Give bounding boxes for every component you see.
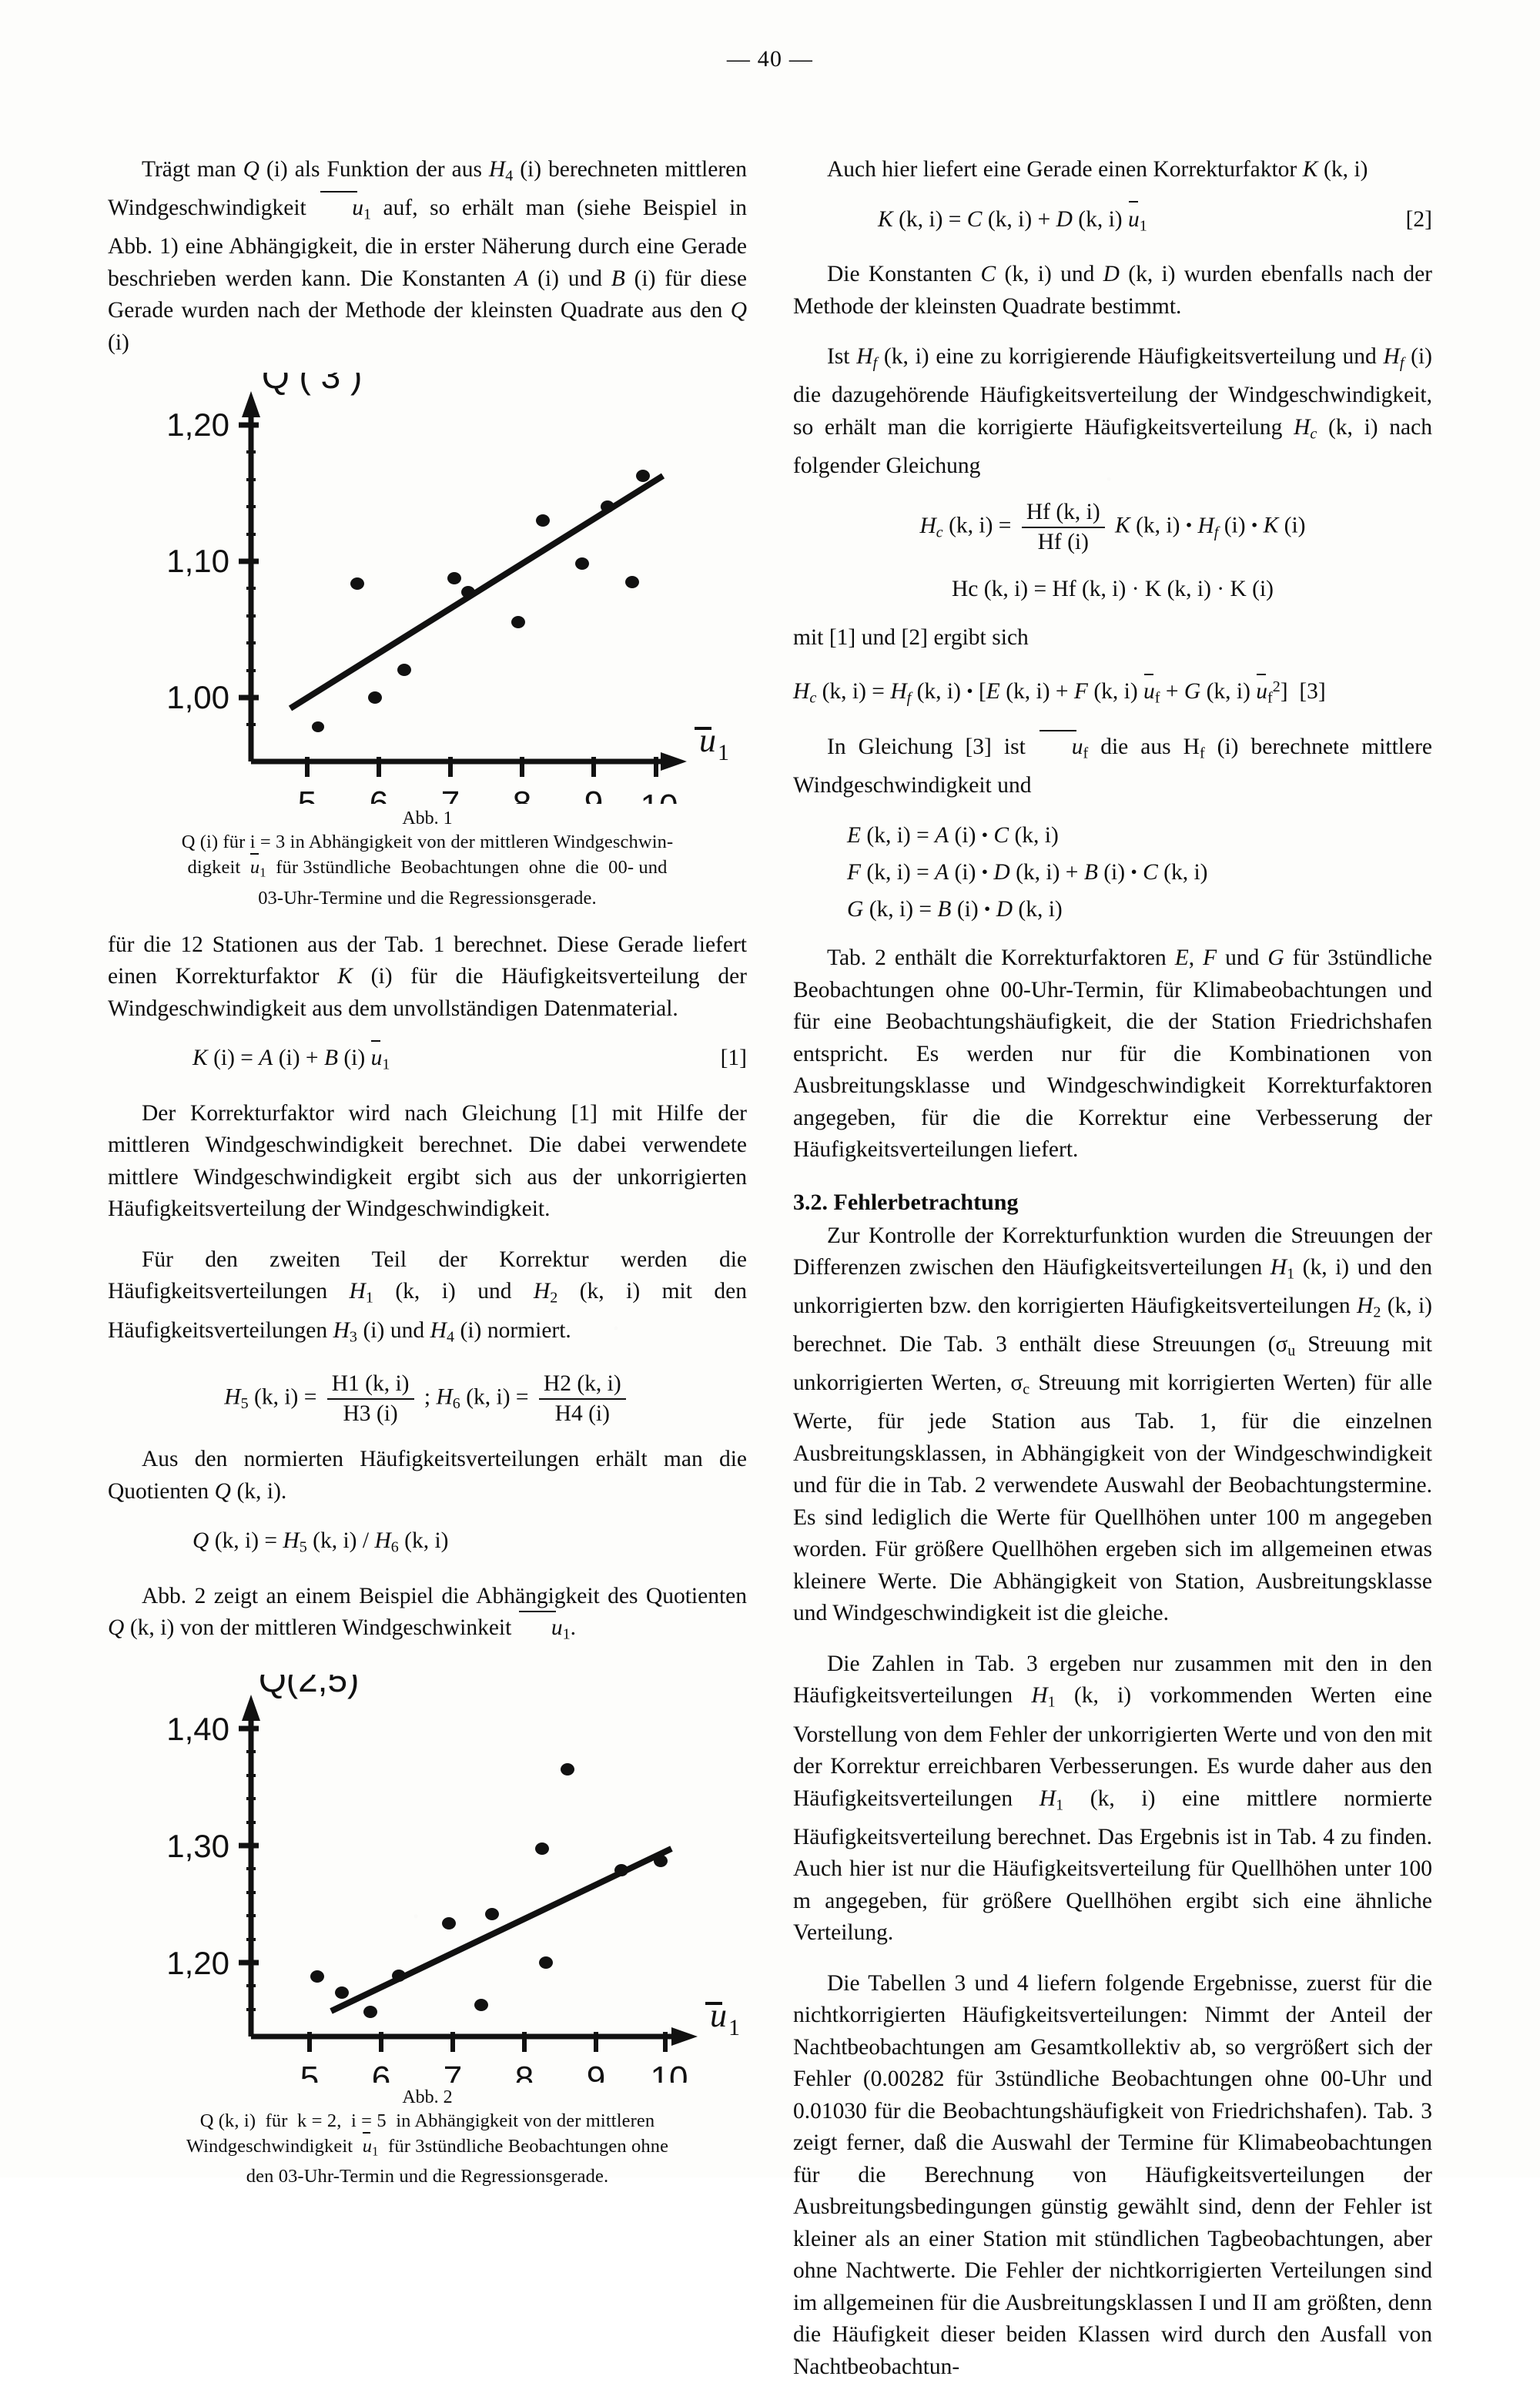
- page-number: — 40 —: [726, 46, 814, 72]
- equation-5: Hc (k, i) = Hf (k, i) Hf (i) K (k, i) • …: [919, 499, 1306, 556]
- figure-1-label: Abb. 1: [402, 808, 453, 829]
- equation-7: Hc (k, i) = Hf (k, i) • [E (k, i) + F (k…: [793, 671, 1432, 715]
- figure-1-caption-line-2: digkeit u1 für 3stündliche Beobachtungen…: [108, 853, 747, 885]
- paragraph-right-4: mit [1] und [2] ergibt sich: [793, 624, 1029, 650]
- figure-2-label: Abb. 2: [402, 2087, 453, 2107]
- f2-xlabel: u: [710, 1996, 727, 2034]
- f1-xtick-8: 8: [513, 785, 531, 804]
- paragraph-left-4: Für den zweiten Teil der Korrektur werde…: [108, 1247, 747, 1346]
- f2-ytick-1-40: 1,40: [166, 1711, 229, 1747]
- equation-1-number: [1]: [720, 1046, 747, 1071]
- section-heading-3-2: 3.2. Fehlerbetrachtung: [793, 1189, 1019, 1215]
- equation-1: K (i) = A (i) + B (i) u1 [1]: [108, 1040, 747, 1081]
- f2-xtick-7: 7: [444, 2060, 462, 2083]
- f2-xtick-10: 10: [651, 2060, 688, 2083]
- right-column: Auch hier liefert eine Gerade einen Korr…: [793, 154, 1432, 2383]
- f1-xtick-5: 5: [298, 785, 316, 804]
- f1-xtick-10: 10: [641, 788, 678, 804]
- paragraph-left-2: für die 12 Stationen aus der Tab. 1 bere…: [108, 932, 747, 1021]
- paragraph-right-8: Die Zahlen in Tab. 3 ergeben nur zusamme…: [793, 1651, 1432, 1946]
- paragraph-left-6: Abb. 2 zeigt an einem Beispiel die Abhän…: [108, 1583, 747, 1644]
- equation-2-fraction-left: H1 (k, i) H3 (i): [326, 1371, 414, 1427]
- figure-2-caption-line-2: Windgeschwindigkeit u1 für 3stündliche B…: [108, 2131, 747, 2164]
- f2-ytick-1-30: 1,30: [166, 1828, 229, 1864]
- equation-7-number: [3]: [1299, 679, 1326, 705]
- f2-ylabel: Q(2,5): [259, 1675, 359, 1699]
- figure-1-caption-line-3: 03-Uhr-Termine und die Regressionsgerade…: [258, 887, 597, 909]
- f1-ylabel: Q ( 3 ): [262, 373, 362, 396]
- f1-xtick-9: 9: [584, 785, 603, 804]
- paragraph-right-9: Die Tabellen 3 und 4 liefern folgende Er…: [793, 1970, 1432, 2379]
- figure-1: 1,20 1,10 1,00 5 6 7 8 9 10 Q ( 3 ) u 1: [108, 373, 747, 911]
- figure-1-caption: Q (i) für i = 3 in Abhängigkeit von der …: [108, 829, 747, 911]
- left-column: Trägt man Q (i) als Funktion der aus H4 …: [108, 154, 747, 2189]
- equation-4: K (k, i) = C (k, i) + D (k, i) u1 [2]: [793, 201, 1432, 243]
- f2-ytick-1-20: 1,20: [166, 1945, 229, 1981]
- f1-xtick-6: 6: [370, 785, 388, 804]
- f1-xlabel-sub: 1: [718, 740, 729, 765]
- f1-xtick-7: 7: [441, 785, 460, 804]
- paragraph-right-3: Ist Hf (k, i) eine zu korrigierende Häuf…: [793, 344, 1432, 478]
- f1-ytick-1-00: 1,00: [166, 679, 229, 715]
- figure-2-caption-line-1: Q (k, i) für k = 2, i = 5 in Abhängigkei…: [199, 2110, 655, 2131]
- equation-6: Hc (k, i) = Hf (k, i) · K (k, i) · K (i): [951, 576, 1274, 601]
- figure-2-caption: Q (k, i) für k = 2, i = 5 in Abhängigkei…: [108, 2108, 747, 2190]
- f1-ytick-1-20: 1,20: [166, 407, 229, 443]
- equation-2: H5 (k, i) = H1 (k, i) H3 (i) ; H6 (k, i)…: [108, 1371, 747, 1427]
- paragraph-left-3: Der Korrekturfaktor wird nach Gleichung …: [108, 1100, 747, 1222]
- equation-8c: G (k, i) = B (i) • D (k, i): [847, 896, 1063, 922]
- f1-xlabel: u: [699, 721, 716, 759]
- paragraph-left-5: Aus den normierten Häufigkeitsverteilung…: [108, 1447, 747, 1504]
- paragraph-right-2: Die Konstanten C (k, i) und D (k, i) wur…: [793, 262, 1432, 319]
- paragraph-right-5: In Gleichung [3] ist uf die aus Hf (i) b…: [793, 729, 1432, 802]
- f2-xtick-5: 5: [300, 2060, 319, 2083]
- f2-xtick-9: 9: [587, 2060, 605, 2083]
- paragraph-right-6: Tab. 2 enthält die Korrekturfaktoren E, …: [793, 946, 1433, 1163]
- f2-xtick-6: 6: [372, 2060, 390, 2083]
- f2-xtick-8: 8: [515, 2060, 534, 2083]
- figure-2: 1,40 1,30 1,20 5 6 7 8 9 10 Q(2,5) u 1: [108, 1675, 747, 2190]
- paragraph-right-1: Auch hier liefert eine Gerade einen Korr…: [827, 157, 1368, 182]
- equation-8b: F (k, i) = A (i) • D (k, i) + B (i) • C …: [847, 859, 1208, 885]
- f1-ytick-1-10: 1,10: [166, 543, 229, 579]
- f1-data-points: [312, 470, 650, 733]
- equation-8a: E (k, i) = A (i) • C (k, i): [847, 822, 1059, 848]
- f2-regression-line: [330, 1845, 673, 2014]
- figure-1-plot: 1,20 1,10 1,00 5 6 7 8 9 10 Q ( 3 ) u 1: [166, 373, 729, 804]
- paragraph-left-1: Trägt man Q (i) als Funktion der aus H4 …: [108, 157, 748, 355]
- figure-2-plot: 1,40 1,30 1,20 5 6 7 8 9 10 Q(2,5) u 1: [166, 1675, 740, 2083]
- equation-4-number: [2]: [1405, 206, 1432, 232]
- equation-5-fraction: Hf (k, i) Hf (i): [1021, 499, 1105, 556]
- equation-3: Q (k, i) = H5 (k, i) / H6 (k, i): [192, 1528, 449, 1556]
- paragraph-right-7: Zur Kontrolle der Korrekturfunktion wurd…: [793, 1223, 1433, 1626]
- f1-regression-line: [288, 473, 665, 711]
- f2-xlabel-sub: 1: [728, 2015, 740, 2040]
- figure-2-caption-line-3: den 03-Uhr-Termin und die Regressionsger…: [246, 2166, 609, 2187]
- equation-2-fraction-right: H2 (k, i) H4 (i): [538, 1371, 626, 1427]
- figure-1-caption-line-1: Q (i) für i = 3 in Abhängigkeit von der …: [181, 832, 674, 853]
- f2-data-points: [310, 1762, 668, 2018]
